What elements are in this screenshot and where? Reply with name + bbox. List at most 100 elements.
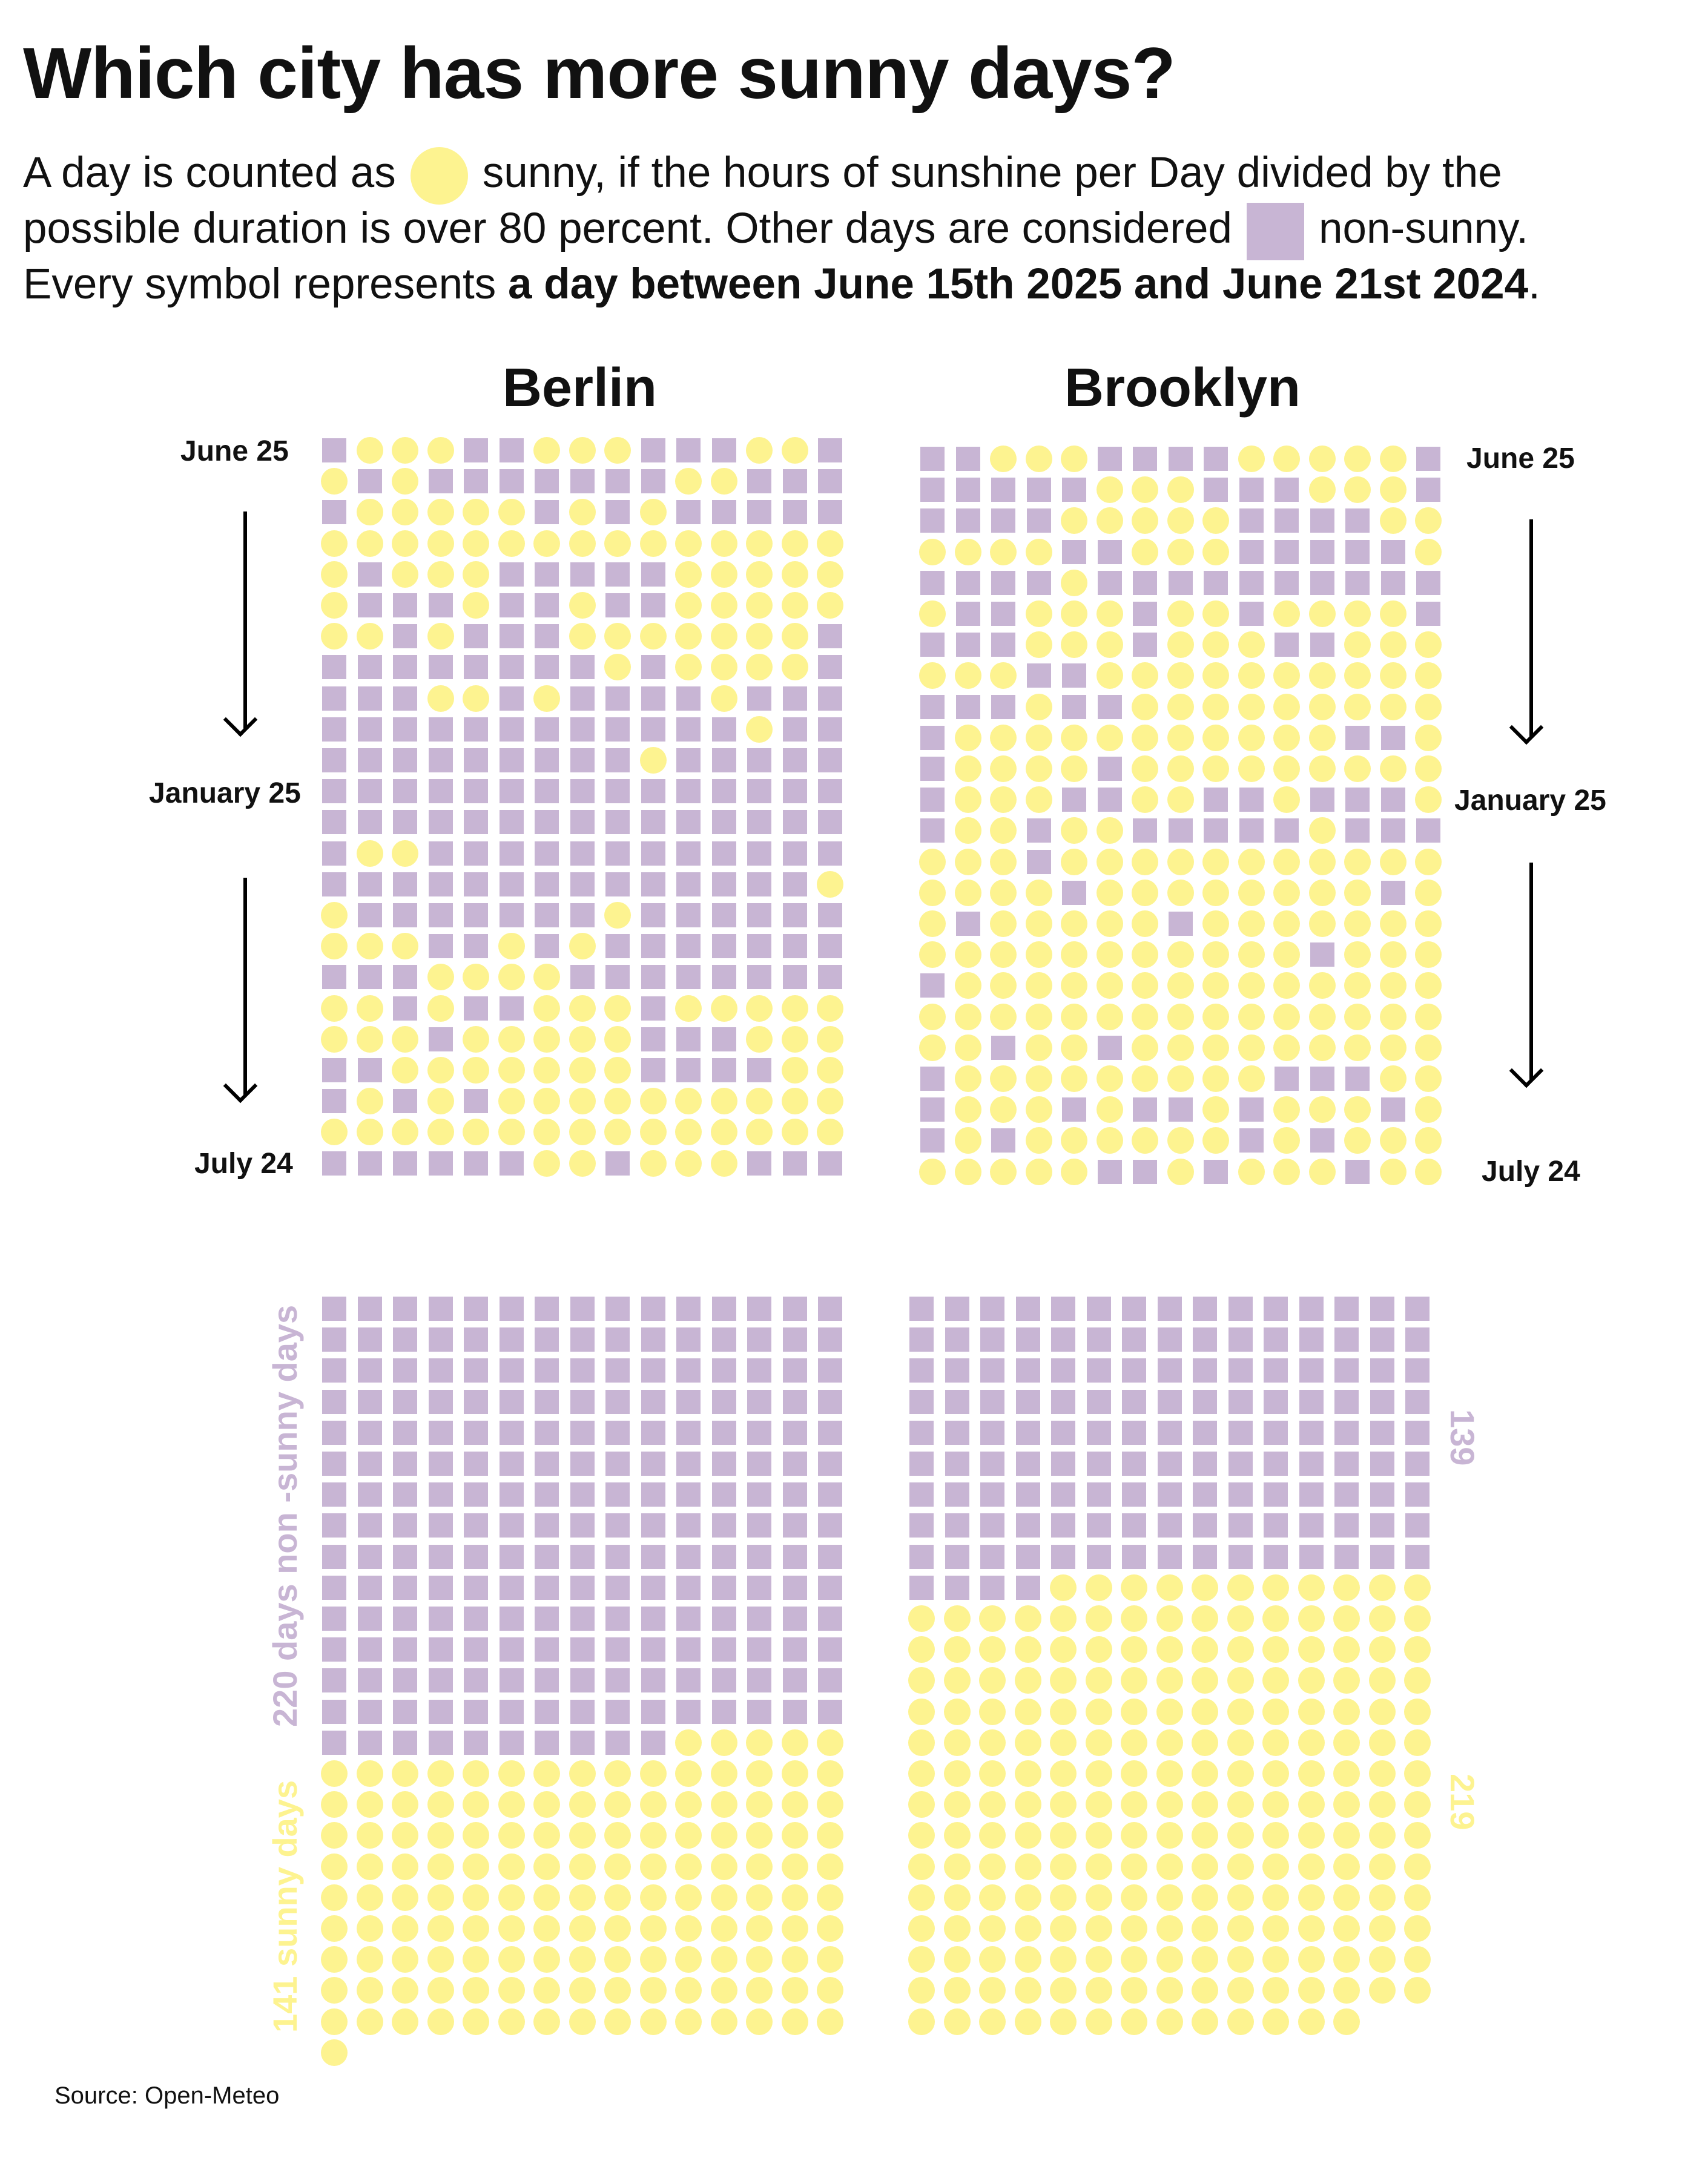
non-sunny-day-square: [428, 1327, 453, 1352]
sunny-day-circle: [1344, 848, 1371, 875]
non-sunny-day-square: [464, 872, 488, 896]
non-sunny-day-square: [782, 1607, 807, 1631]
sunny-day-circle: [746, 1760, 773, 1787]
non-sunny-day-square: [322, 717, 346, 742]
non-sunny-day-square: [499, 1668, 524, 1693]
non-sunny-day-square: [747, 1544, 771, 1569]
non-sunny-day-square: [605, 1730, 630, 1755]
non-sunny-day-square: [1204, 818, 1228, 843]
sunny-day-circle: [710, 1088, 737, 1115]
non-sunny-day-square: [909, 1327, 934, 1352]
sunny-day-circle: [533, 1884, 560, 1911]
non-sunny-day-square: [535, 841, 559, 866]
sunny-day-circle: [1132, 786, 1158, 814]
non-sunny-day-square: [1405, 1389, 1430, 1414]
non-sunny-day-square: [1122, 1420, 1146, 1445]
sunny-day-circle: [1096, 1003, 1123, 1030]
subtitle-text-2b: non-sunny.: [1319, 205, 1529, 252]
non-sunny-day-square: [676, 1058, 701, 1082]
sunny-day-circle: [356, 2008, 383, 2035]
non-sunny-day-square: [1051, 1452, 1075, 1476]
sunny-day-circle: [498, 1791, 525, 1818]
non-sunny-day-square: [782, 1327, 807, 1352]
sunny-day-circle: [463, 1057, 489, 1084]
sunny-day-circle: [1121, 1977, 1147, 2004]
non-sunny-day-square: [605, 872, 630, 896]
sunny-day-circle: [392, 2008, 418, 2035]
sunny-day-circle: [569, 1946, 596, 1973]
sunny-day-circle: [1308, 1158, 1336, 1185]
non-sunny-day-square: [1015, 1327, 1040, 1352]
non-sunny-day-square: [711, 1637, 736, 1662]
sunny-day-circle: [1061, 755, 1087, 782]
sunny-day-circle: [1121, 1636, 1147, 1663]
sunny-day-circle: [1085, 1574, 1112, 1601]
sunny-day-circle: [1298, 1977, 1325, 2004]
berlin-arrow-down-icon: [243, 511, 247, 729]
non-sunny-day-square: [605, 562, 630, 587]
sunny-day-circle: [1379, 972, 1407, 999]
non-sunny-day-square: [1097, 447, 1122, 471]
sunny-day-circle: [1262, 1915, 1289, 1942]
sunny-day-circle: [1156, 1946, 1183, 1973]
sunny-day-circle: [1298, 1698, 1325, 1725]
non-sunny-day-square: [641, 562, 665, 587]
sunny-day-circle: [604, 1760, 631, 1787]
sunny-day-circle: [498, 1822, 525, 1849]
sunny-day-circle: [1298, 1853, 1325, 1880]
non-sunny-day-square: [1239, 818, 1264, 843]
non-sunny-day-square: [711, 779, 736, 804]
sunny-day-circle: [1415, 693, 1442, 720]
non-sunny-day-square: [322, 1607, 346, 1631]
sunny-day-circle: [710, 592, 737, 619]
non-sunny-day-square: [464, 1668, 488, 1693]
sunny-day-circle: [569, 933, 596, 960]
non-sunny-day-square: [747, 1668, 771, 1693]
sunny-day-circle: [604, 1057, 631, 1084]
sunny-day-circle: [1192, 1636, 1218, 1663]
sunny-day-circle: [1308, 817, 1336, 844]
sunny-day-circle: [1404, 1884, 1431, 1911]
sunny-day-circle: [1344, 879, 1371, 906]
sunny-day-circle: [1298, 1760, 1325, 1787]
non-sunny-day-square: [1264, 1327, 1288, 1352]
sunny-day-circle: [1227, 1574, 1254, 1601]
non-sunny-day-square: [499, 1327, 524, 1352]
non-sunny-day-square: [1193, 1452, 1217, 1476]
sunny-day-circle: [919, 1158, 946, 1185]
non-sunny-day-square: [1228, 1297, 1253, 1321]
sunny-day-circle: [1368, 1977, 1396, 2004]
non-sunny-day-square: [1334, 1544, 1359, 1569]
non-sunny-day-square: [1334, 1452, 1359, 1476]
non-sunny-day-square: [1062, 1097, 1086, 1122]
sunny-day-circle: [604, 2008, 631, 2035]
non-sunny-day-square: [641, 438, 665, 462]
non-sunny-day-square: [428, 1544, 453, 1569]
sunny-day-circle: [1096, 879, 1123, 906]
sunny-day-circle: [908, 1915, 935, 1942]
non-sunny-day-square: [1334, 1389, 1359, 1414]
sunny-day-circle: [321, 2039, 348, 2066]
sunny-day-circle: [1379, 476, 1407, 504]
non-sunny-day-square: [1193, 1297, 1217, 1321]
sunny-day-circle: [1262, 1853, 1289, 1880]
non-sunny-day-square: [357, 1730, 382, 1755]
sunny-day-circle: [1298, 1822, 1325, 1849]
non-sunny-day-square: [818, 1297, 842, 1321]
non-sunny-day-square: [570, 1607, 595, 1631]
non-sunny-day-square: [1133, 818, 1157, 843]
sunny-day-circle: [321, 592, 348, 619]
non-sunny-day-square: [1264, 1452, 1288, 1476]
subtitle-line-2: possible duration is over 80 percent. Ot…: [23, 201, 1528, 260]
non-sunny-day-square: [357, 1420, 382, 1445]
sunny-day-circle: [943, 1667, 971, 1694]
sunny-day-circle: [356, 1025, 383, 1053]
non-sunny-day-square: [464, 903, 488, 927]
non-sunny-day-square: [676, 1027, 701, 1051]
sunny-day-circle: [639, 1822, 667, 1849]
non-sunny-day-square: [1026, 570, 1051, 595]
sunny-day-circle: [1050, 1667, 1077, 1694]
sunny-day-circle: [710, 1884, 737, 1911]
non-sunny-day-square: [605, 1482, 630, 1507]
sunny-day-circle: [321, 1119, 348, 1146]
